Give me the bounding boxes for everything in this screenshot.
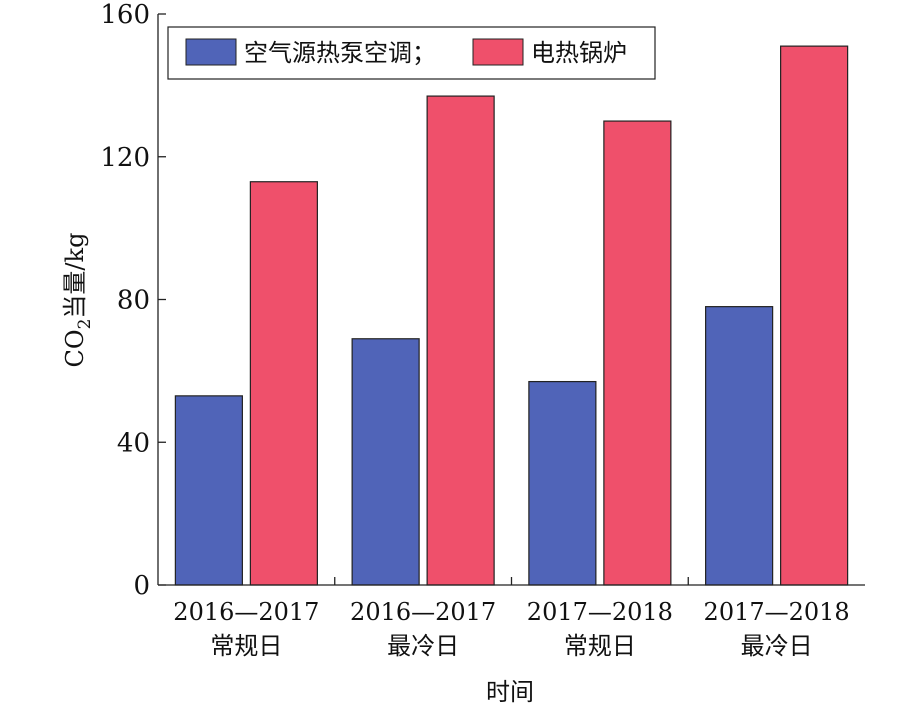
bar-series1-cat4 (705, 306, 774, 586)
y-tick-label-120: 120 (100, 143, 150, 173)
y-tick-label-0: 0 (133, 571, 150, 601)
y-axis-title-subscript: 2 (75, 319, 95, 330)
y-axis-title-tail: 当量/kg (61, 233, 89, 319)
x-category-label-2: 2016—2017 最冷日 (350, 598, 496, 660)
legend-label-1: 空气源热泵空调； (244, 39, 436, 67)
y-axis-title: CO2当量/kg (61, 233, 95, 368)
y-tick-label-80: 80 (117, 286, 150, 316)
x-category-label-4-line2: 最冷日 (741, 632, 813, 660)
legend-label-2: 电热锅炉 (531, 39, 627, 67)
y-tick-label-160: 160 (100, 0, 150, 30)
bar-series2-cat3 (603, 120, 672, 586)
x-category-label-4: 2017—2018 最冷日 (704, 598, 850, 660)
x-category-label-3-line1: 2017—2018 (527, 598, 673, 626)
x-category-label-3-line2: 常规日 (564, 632, 636, 660)
bar-series1-cat3 (528, 380, 597, 586)
bar-series2-cat2 (426, 95, 495, 586)
y-axis-title-main: CO (61, 329, 89, 367)
x-category-label-1-line2: 常规日 (210, 632, 282, 660)
x-category-label-3: 2017—2018 常规日 (527, 598, 673, 660)
legend-box (167, 26, 656, 80)
x-category-label-1-line1: 2016—2017 (173, 598, 319, 626)
x-category-label-2-line2: 最冷日 (387, 632, 459, 660)
bar-series1-cat1 (174, 395, 243, 586)
y-tick-label-40: 40 (117, 428, 150, 458)
x-category-label-1: 2016—2017 常规日 (173, 598, 319, 660)
bar-series2-cat4 (780, 45, 849, 586)
legend-swatch-1 (185, 38, 237, 66)
legend-swatch-2 (472, 38, 524, 66)
legend: 空气源热泵空调； 电热锅炉 (167, 26, 656, 80)
bar-series2-cat1 (249, 181, 318, 586)
x-category-label-4-line1: 2017—2018 (704, 598, 850, 626)
x-category-label-2-line1: 2016—2017 (350, 598, 496, 626)
bar-series1-cat2 (351, 338, 420, 586)
x-axis-title: 时间 (486, 678, 534, 706)
